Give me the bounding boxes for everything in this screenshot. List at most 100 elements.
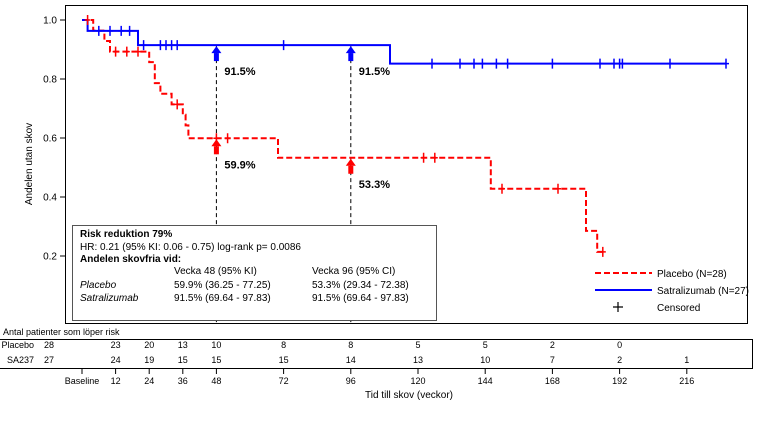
x-axis-label: Tid till skov (veckor) (365, 390, 453, 401)
satralizumab-censor-mark (723, 58, 729, 69)
satralizumab-censor-mark (95, 25, 102, 36)
placebo-censor-mark (599, 246, 606, 257)
satralizumab-pct-label-96: 91.5% (359, 66, 390, 78)
placebo-pct-label-48: 59.9% (224, 159, 255, 171)
y-tick-label: 1.0 (43, 16, 57, 27)
satralizumab-censor-mark (549, 58, 556, 69)
risk-value: 8 (281, 340, 286, 350)
x-tick-label: 72 (279, 376, 289, 386)
x-tick-label: 96 (346, 376, 356, 386)
annotation-row-placebo-name: Placebo (80, 280, 117, 291)
risk-value: 8 (348, 340, 353, 350)
y-tick-label: 0.6 (43, 134, 57, 145)
x-tick-label: 144 (478, 376, 493, 386)
y-tick-label: 0.2 (43, 252, 57, 263)
x-tick-label: 24 (144, 376, 154, 386)
satralizumab-censor-mark (157, 40, 164, 51)
satralizumab-censor-mark (168, 40, 175, 51)
satralizumab-arrow-shaft-48 (213, 53, 219, 62)
satralizumab-censor-mark (619, 58, 626, 69)
placebo-arrow-shaft-96 (348, 165, 354, 174)
legend-placebo-label: Placebo (N=28) (657, 269, 727, 280)
risk-value: 5 (415, 340, 420, 350)
risk-value: 10 (480, 355, 490, 365)
annotation-box: Risk reduktion 79% HR: 0.21 (95% KI: 0.0… (72, 225, 437, 321)
placebo-censor-mark (499, 183, 505, 194)
satralizumab-arrow-head-96 (345, 46, 356, 54)
placebo-censor-mark (84, 15, 91, 25)
risk-row-placebo-name: Placebo (1, 340, 34, 350)
risk-value: 13 (178, 340, 188, 350)
satralizumab-censor-mark (107, 25, 113, 36)
placebo-pct-label-96: 53.3% (359, 179, 390, 191)
satralizumab-censor-mark (611, 58, 617, 69)
satralizumab-censor-mark (479, 58, 486, 69)
risk-table-title: Antal patienter som löper risk (3, 327, 120, 337)
x-tick-label: 216 (679, 376, 694, 386)
satralizumab-censor-mark (504, 58, 511, 69)
satralizumab-censor-mark (493, 58, 500, 69)
annotation-title: Risk reduktion 79% (80, 229, 172, 240)
annotation-row-satra-name: Satralizumab (80, 293, 139, 304)
satralizumab-censor-mark (163, 40, 169, 51)
satralizumab-censor-mark (597, 58, 603, 69)
placebo-censor-mark (135, 46, 141, 57)
placebo-arrow-head-96 (345, 158, 356, 166)
x-tick-label: 192 (612, 376, 627, 386)
risk-value: 1 (684, 355, 689, 365)
plot-area (65, 5, 748, 324)
placebo-censor-mark (431, 152, 438, 163)
placebo-censor-mark (420, 152, 427, 163)
annotation-row-satra-col1: 91.5% (69.64 - 97.83) (174, 293, 271, 304)
satralizumab-censor-mark (126, 25, 133, 36)
satralizumab-arrow-shaft-96 (348, 53, 354, 62)
x-tick-label: 168 (545, 376, 560, 386)
placebo-censor-mark (224, 133, 231, 144)
satralizumab-arrow-head-48 (211, 46, 222, 54)
satralizumab-pct-label-48: 91.5% (224, 66, 255, 78)
risk-value: 19 (144, 355, 154, 365)
placebo-censor-mark (555, 183, 561, 194)
risk-value: 23 (111, 340, 121, 350)
satralizumab-censor-mark (118, 25, 125, 36)
satralizumab-censor-mark (140, 40, 147, 51)
annotation-col2-header: Vecka 96 (95% CI) (312, 266, 395, 277)
satralizumab-censor-mark (471, 58, 477, 69)
x-tick-label: 36 (178, 376, 188, 386)
satralizumab-censor-mark (174, 40, 181, 51)
legend-satralizumab-label: Satralizumab (N=27) (657, 286, 749, 297)
annotation-row-placebo-col1: 59.9% (36.25 - 77.25) (174, 280, 271, 291)
satralizumab-censor-mark (429, 58, 435, 69)
satralizumab-censor-mark (667, 58, 673, 69)
risk-value: 2 (550, 340, 555, 350)
annotation-col1-header: Vecka 48 (95% KI) (174, 266, 257, 277)
placebo-censor-mark (112, 46, 119, 57)
risk-table: Antal patienter som löper risk Placebo 2… (0, 327, 753, 369)
risk-row-sa237-first: 27 (44, 355, 54, 365)
satralizumab-curve (82, 19, 726, 65)
risk-value: 15 (279, 355, 289, 365)
risk-value: 13 (413, 355, 423, 365)
risk-value: 0 (617, 340, 622, 350)
y-tick-label: 0.8 (43, 75, 57, 86)
satralizumab-censor-mark (280, 40, 287, 51)
risk-value: 2 (617, 355, 622, 365)
annotation-hr: HR: 0.21 (95% KI: 0.06 - 0.75) log-rank … (80, 242, 301, 253)
satralizumab-censor-mark (457, 58, 463, 69)
risk-value: 7 (550, 355, 555, 365)
annotation-row-satra-col2: 91.5% (69.64 - 97.83) (312, 293, 409, 304)
risk-value: 15 (178, 355, 188, 365)
legend: Placebo (N=28) Satralizumab (N=27) Censo… (595, 269, 749, 314)
risk-value: 24 (111, 355, 121, 365)
placebo-arrow-head-48 (211, 139, 222, 147)
placebo-curve (82, 19, 606, 253)
x-tick-label: Baseline (65, 376, 100, 386)
risk-row-sa237-name: SA237 (7, 355, 34, 365)
legend-censored-label: Censored (657, 303, 700, 314)
annotation-subtitle: Andelen skovfria vid: (80, 254, 181, 265)
x-tick-label: 120 (410, 376, 425, 386)
y-axis-label: Andelen utan skov (24, 123, 35, 205)
legend-censored-icon (613, 302, 623, 312)
annotation-row-placebo-col2: 53.3% (29.34 - 72.38) (312, 280, 409, 291)
